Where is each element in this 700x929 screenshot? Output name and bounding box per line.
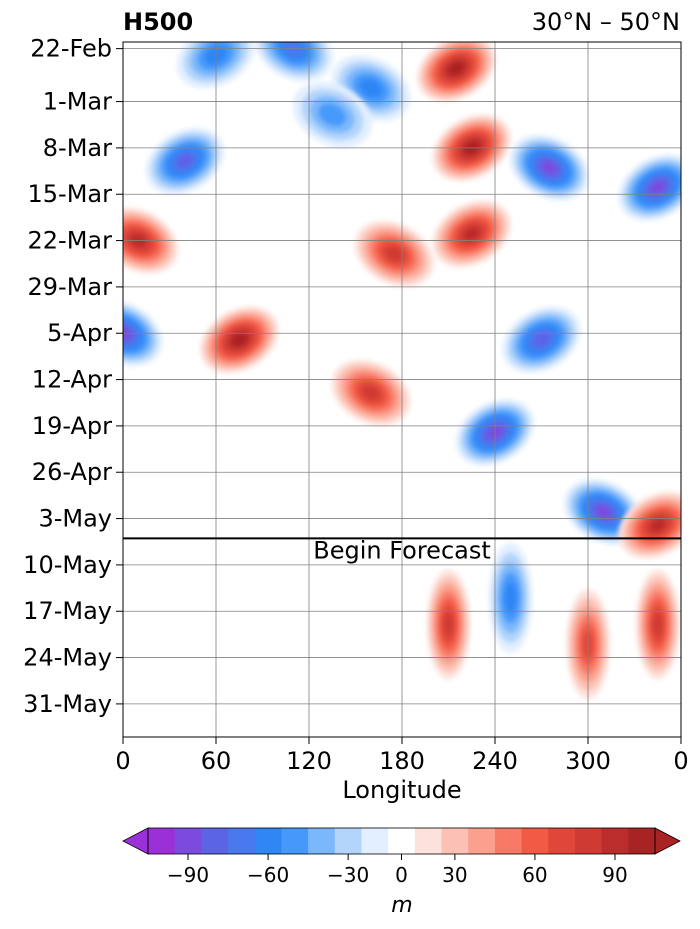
colorbar-segment: [574, 828, 603, 854]
colorbar-segment: [254, 828, 283, 854]
x-tick-label: 60: [201, 747, 232, 775]
contour-level: [176, 154, 194, 169]
x-axis-label: Longitude: [342, 776, 461, 804]
colorbar-segment: [628, 828, 656, 854]
contour-level: [653, 612, 663, 637]
x-tick-label: 0: [673, 747, 688, 775]
anomaly-blob: [488, 543, 533, 653]
contour-level: [533, 332, 550, 347]
colorbar-segment: [441, 828, 469, 854]
y-tick-label: 29-Mar: [28, 273, 113, 301]
x-tick-label: 300: [565, 747, 611, 775]
contour-level: [650, 181, 666, 194]
contour-level: [443, 612, 454, 637]
colorbar-segment: [468, 828, 496, 854]
colorbar-segment: [494, 828, 523, 854]
contour-level: [362, 385, 380, 400]
y-tick-label: 26-Apr: [32, 458, 112, 486]
colorbar-tick-label: 90: [602, 863, 627, 887]
colorbar-tick-label: 60: [522, 863, 547, 887]
grid-lines: [123, 42, 681, 737]
colorbar-tick-label: −60: [247, 863, 289, 887]
colorbar-segment: [174, 828, 202, 854]
x-tick-label: 240: [472, 747, 518, 775]
contour-level: [596, 505, 611, 519]
x-axis: 0 60 120 180 240 300 0: [115, 737, 689, 775]
y-tick-label: 8-Mar: [43, 134, 112, 162]
y-tick-label: 10-May: [23, 551, 112, 579]
y-tick-label: 5-Apr: [47, 319, 112, 347]
colorbar-tick-label: −30: [327, 863, 369, 887]
colorbar: −90 −60 −30 0 30 60 90: [122, 827, 681, 887]
y-tick-label: 12-Apr: [32, 366, 112, 394]
anomaly-blob: [509, 134, 589, 201]
contour-level: [359, 78, 383, 98]
anomaly-blob: [618, 154, 681, 222]
colorbar-segment: [414, 828, 443, 854]
contour-level: [318, 103, 347, 127]
y-tick-label: 22-Feb: [30, 35, 112, 63]
colorbar-tick-label: 30: [442, 863, 467, 887]
anomaly-blob: [145, 127, 225, 195]
colorbar-segment: [601, 828, 629, 854]
anomaly-blob: [502, 306, 581, 374]
colorbar-segment: [201, 828, 229, 854]
y-tick-label: 31-May: [23, 690, 112, 718]
colorbar-extend-low: [122, 827, 149, 855]
contour-level: [464, 227, 480, 241]
chart-subtitle: 30°N – 50°N: [532, 8, 680, 36]
colorbar-segment: [308, 828, 336, 854]
contour-level: [504, 582, 517, 614]
colorbar-segment: [388, 828, 416, 854]
y-tick-label: 22-Mar: [28, 227, 113, 255]
colorbar-label: m: [391, 893, 412, 918]
colorbar-segment: [334, 828, 363, 854]
anomaly-blob: [416, 42, 496, 102]
anomaly-blob: [426, 569, 471, 680]
colorbar-extend-high: [654, 827, 681, 855]
y-axis: 22-Feb 1-Mar 8-Mar 15-Mar 22-Mar 29-Mar 5-Apr 1…: [23, 35, 123, 718]
x-tick-label: 180: [379, 747, 425, 775]
y-tick-label: 17-May: [23, 597, 112, 625]
colorbar-tick-label: −90: [167, 863, 209, 887]
anomaly-blob: [331, 359, 411, 426]
y-tick-label: 3-May: [38, 505, 112, 533]
colorbar-segment: [281, 828, 309, 854]
contour-level: [232, 334, 246, 346]
colorbar-tick-label: 0: [395, 863, 408, 887]
chart-title: H500: [123, 8, 193, 36]
contour-level: [449, 62, 463, 75]
heatmap-field: [123, 42, 681, 700]
anomaly-blob: [635, 569, 680, 680]
colorbar-segment: [548, 828, 576, 854]
contour-level: [385, 246, 403, 261]
y-tick-label: 15-Mar: [28, 180, 113, 208]
x-tick-label: 120: [286, 747, 332, 775]
colorbar-segment: [148, 828, 176, 854]
y-tick-label: 1-Mar: [43, 88, 112, 116]
colorbar-segment: [521, 828, 549, 854]
colorbar-segment: [228, 828, 256, 854]
y-tick-label: 19-Apr: [32, 412, 112, 440]
x-tick-label: 0: [115, 747, 130, 775]
contour-level: [650, 518, 666, 532]
contour-level: [541, 161, 557, 174]
begin-forecast-label: Begin Forecast: [313, 536, 491, 564]
colorbar-segment: [361, 828, 389, 854]
anomaly-blob: [354, 220, 434, 287]
y-tick-label: 24-May: [23, 644, 112, 672]
anomaly-blob: [432, 200, 512, 268]
